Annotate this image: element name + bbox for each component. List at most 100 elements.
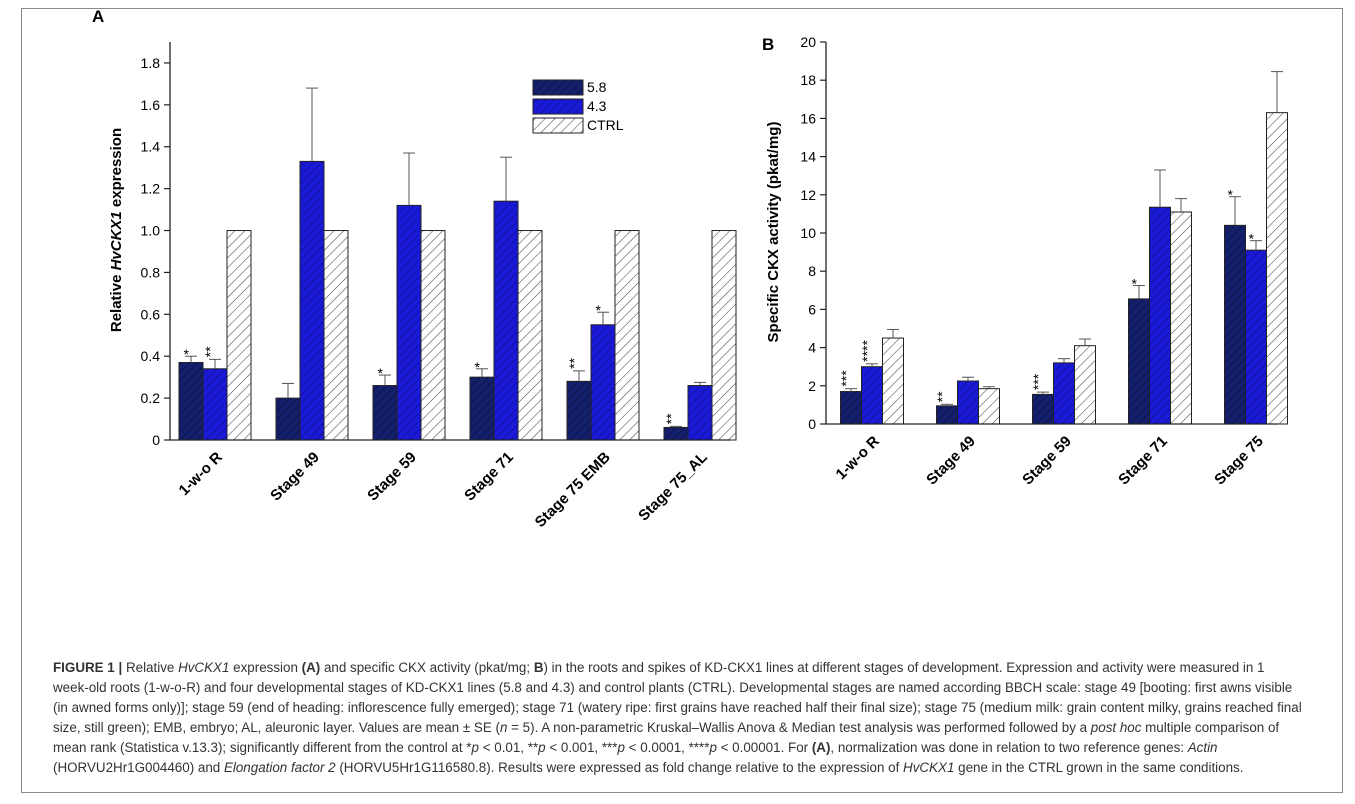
significance-marker: * (596, 302, 602, 318)
x-tick-label: Stage 75 (1211, 433, 1267, 489)
x-tick-label: Stage 59 (364, 449, 420, 505)
bar-series-ctrl (1074, 345, 1096, 425)
panel-b-y-axis-label: Specific CKX activity (pkat/mg) (765, 122, 782, 343)
significance-marker: *** (838, 370, 854, 387)
bar-series-5-8 (275, 397, 301, 441)
significance-marker: * (475, 359, 481, 375)
y-tick-label: 1.0 (141, 223, 161, 239)
panel-b-bars: *************** (838, 71, 1288, 425)
legend-label: 5.8 (587, 79, 607, 95)
figure-label: FIGURE 1 | (53, 660, 123, 675)
y-tick-label: 1.4 (141, 139, 161, 155)
y-tick-label: 16 (800, 110, 816, 126)
bar-series-5-8 (566, 380, 592, 441)
bar-series-4-3 (202, 368, 228, 441)
x-tick-label: Stage 71 (461, 449, 517, 505)
x-tick-label: Stage 75 EMB (532, 449, 614, 531)
significance-marker: ** (566, 357, 582, 368)
bar-series-4-3 (1245, 249, 1267, 425)
significance-marker: * (1132, 276, 1138, 292)
y-tick-label: 8 (808, 263, 816, 279)
figure-charts: A 00.20.40.60.81.01.21.41.61.8 * *** * ****… (92, 7, 1288, 531)
significance-marker: *** (1030, 373, 1046, 390)
legend: 5.8 4.3 CTRL (532, 79, 624, 134)
bar-series-4-3 (590, 324, 616, 441)
y-tick-label: 18 (800, 72, 816, 88)
y-tick-label: 12 (800, 187, 816, 203)
bar-series-4-3 (957, 380, 979, 425)
bar-series-5-8 (1128, 298, 1150, 425)
significance-marker: ** (202, 346, 218, 357)
x-tick-label: Stage 75_AL (635, 449, 711, 525)
legend-swatch-series-5-8 (532, 79, 584, 96)
panel-a-bars: * *** * ***** (178, 87, 737, 441)
figure-frame (21, 8, 1343, 793)
x-tick-label: Stage 49 (267, 449, 323, 505)
significance-marker: **** (859, 339, 875, 361)
y-tick-label: 1.2 (141, 181, 161, 197)
bar-series-ctrl (323, 230, 349, 441)
y-tick-label: 0.2 (141, 390, 161, 406)
bar-series-4-3 (299, 160, 325, 441)
y-tick-label: 10 (800, 225, 816, 241)
legend-label: CTRL (587, 117, 624, 133)
panel-b-label: B (762, 35, 774, 54)
bar-series-ctrl (711, 230, 737, 441)
y-tick-label: 1.6 (141, 97, 161, 113)
bar-series-ctrl (882, 337, 904, 425)
y-tick-label: 4 (808, 340, 816, 356)
significance-marker: ** (934, 391, 950, 402)
significance-marker: * (378, 365, 384, 381)
x-tick-label: 1-w-o R (176, 449, 226, 499)
bar-series-5-8 (1224, 224, 1246, 425)
panel-b-x-ticks: 1-w-o R Stage 49 Stage 59 Stage 71 Stage 75 (833, 433, 1267, 489)
y-tick-label: 1.8 (141, 55, 161, 71)
bar-series-5-8 (663, 426, 689, 441)
significance-marker: * (184, 346, 190, 362)
legend-label: 4.3 (587, 98, 607, 114)
y-tick-label: 0 (808, 416, 816, 432)
y-tick-label: 14 (800, 149, 816, 165)
x-tick-label: Stage 71 (1115, 433, 1171, 489)
significance-marker: * (1249, 231, 1255, 247)
x-tick-label: 1-w-o R (833, 433, 883, 483)
bar-series-4-3 (687, 385, 713, 441)
bar-series-5-8 (936, 405, 958, 425)
figure-caption: FIGURE 1 | Relative HvCKX1 expression (A… (53, 658, 1303, 778)
x-tick-label: Stage 49 (923, 433, 979, 489)
y-tick-label: 0.8 (141, 264, 161, 280)
y-tick-label: 2 (808, 378, 816, 394)
bar-series-5-8 (372, 385, 398, 441)
bar-series-ctrl (226, 230, 252, 441)
bar-series-5-8 (1032, 393, 1054, 425)
y-tick-label: 0 (152, 432, 160, 448)
bar-series-4-3 (1053, 362, 1075, 425)
bar-series-ctrl (420, 230, 446, 441)
bar-series-ctrl (1170, 211, 1192, 425)
x-tick-label: Stage 59 (1019, 433, 1075, 489)
bar-series-4-3 (493, 200, 519, 441)
significance-marker: * (1228, 187, 1234, 203)
panel-a-label: A (92, 7, 104, 26)
panel-b-y-ticks: 0 2 4 6 8 10 12 14 16 18 20 (800, 34, 826, 432)
panel-a-y-axis-label: Relative HvCKX1 expression (108, 128, 125, 332)
panel-a-y-ticks: 0 0.2 0.4 0.6 0.8 1.0 1.2 1.4 1.6 1.8 (141, 55, 170, 448)
bar-series-4-3 (861, 366, 883, 425)
bar-series-ctrl (1266, 112, 1288, 425)
bar-series-ctrl (978, 388, 1000, 425)
significance-marker: ** (663, 413, 679, 424)
legend-swatch-series-4-3 (532, 98, 584, 115)
y-tick-label: 6 (808, 301, 816, 317)
bar-series-4-3 (1149, 206, 1171, 425)
legend-swatch-series-ctrl (532, 117, 584, 134)
bar-series-ctrl (614, 230, 640, 441)
y-tick-label: 0.4 (141, 348, 161, 364)
bar-series-5-8 (840, 391, 862, 425)
panel-a: A 00.20.40.60.81.01.21.41.61.8 * *** * ****… (92, 7, 737, 531)
panel-a-x-ticks: 1-w-o R Stage 49 Stage 59 Stage 71 Stage 75 … (176, 449, 711, 531)
bar-series-5-8 (469, 376, 495, 441)
bar-series-4-3 (396, 204, 422, 441)
bar-series-5-8 (178, 361, 204, 441)
caption-text: FIGURE 1 | Relative HvCKX1 expression (A… (53, 660, 1302, 775)
